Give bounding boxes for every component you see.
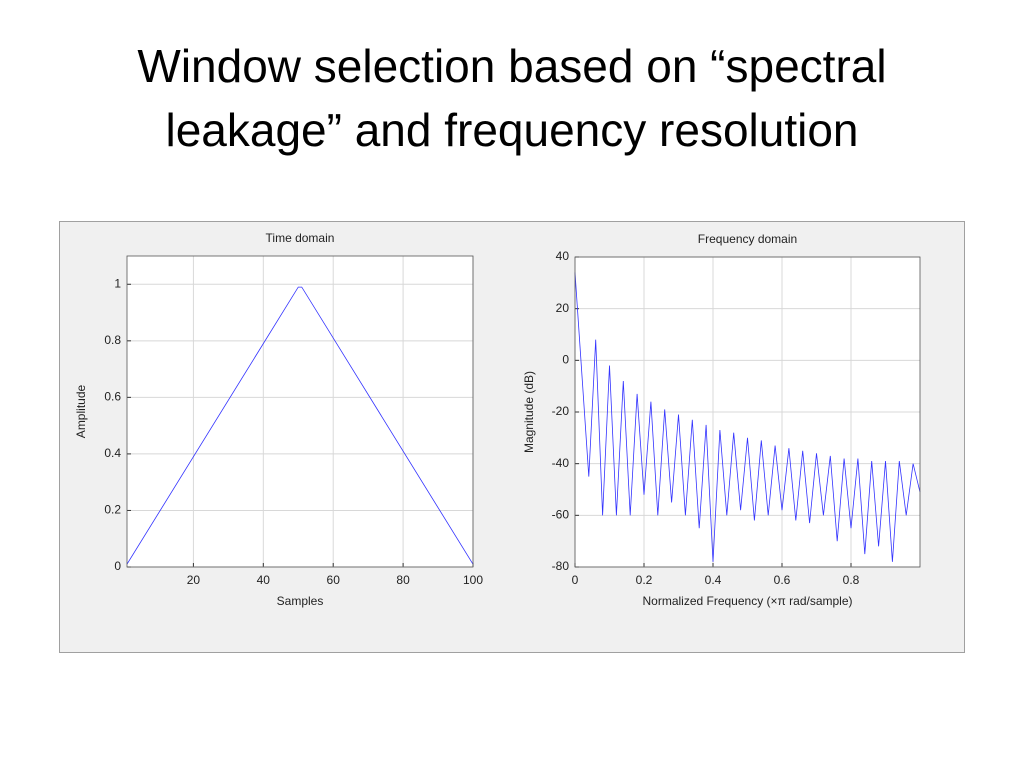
x-tick-label: 100 xyxy=(463,573,483,587)
y-tick-label: 0.8 xyxy=(104,333,121,347)
plot-border xyxy=(126,255,474,568)
x-tick-label: 0.8 xyxy=(843,573,860,587)
x-axis-label: Samples xyxy=(277,594,324,608)
y-tick-label: 0 xyxy=(562,353,569,367)
y-tick-label: -20 xyxy=(552,404,570,418)
x-tick-label: 80 xyxy=(396,573,410,587)
y-tick-label: 40 xyxy=(556,249,570,263)
y-tick-label: -40 xyxy=(552,456,570,470)
y-tick-label: 0 xyxy=(114,559,121,573)
chart-title: Time domain xyxy=(266,231,335,245)
y-axis-label: Amplitude xyxy=(74,385,88,439)
plot-area xyxy=(127,256,473,567)
y-tick-label: -60 xyxy=(552,508,570,522)
x-axis-label: Normalized Frequency (×π rad/sample) xyxy=(642,594,852,608)
plot-border xyxy=(574,256,921,568)
data-line xyxy=(126,286,474,565)
slide-title: Window selection based on “spectral leak… xyxy=(137,40,887,156)
y-tick-label: 0.4 xyxy=(104,446,121,460)
y-tick-label: 0.2 xyxy=(104,503,121,517)
x-tick-label: 60 xyxy=(327,573,341,587)
y-tick-label: 0.6 xyxy=(104,390,121,404)
x-tick-label: 0.4 xyxy=(705,573,722,587)
y-axis-label: Magnitude (dB) xyxy=(522,371,536,453)
data-line xyxy=(574,272,921,562)
x-tick-label: 20 xyxy=(187,573,201,587)
chart-title: Frequency domain xyxy=(698,232,797,246)
y-tick-label: -80 xyxy=(552,559,570,573)
x-tick-label: 40 xyxy=(257,573,271,587)
x-tick-label: 0.2 xyxy=(636,573,653,587)
y-tick-label: 20 xyxy=(556,301,570,315)
y-tick-label: 1 xyxy=(114,276,121,290)
x-tick-label: 0.6 xyxy=(774,573,791,587)
x-tick-label: 0 xyxy=(572,573,579,587)
